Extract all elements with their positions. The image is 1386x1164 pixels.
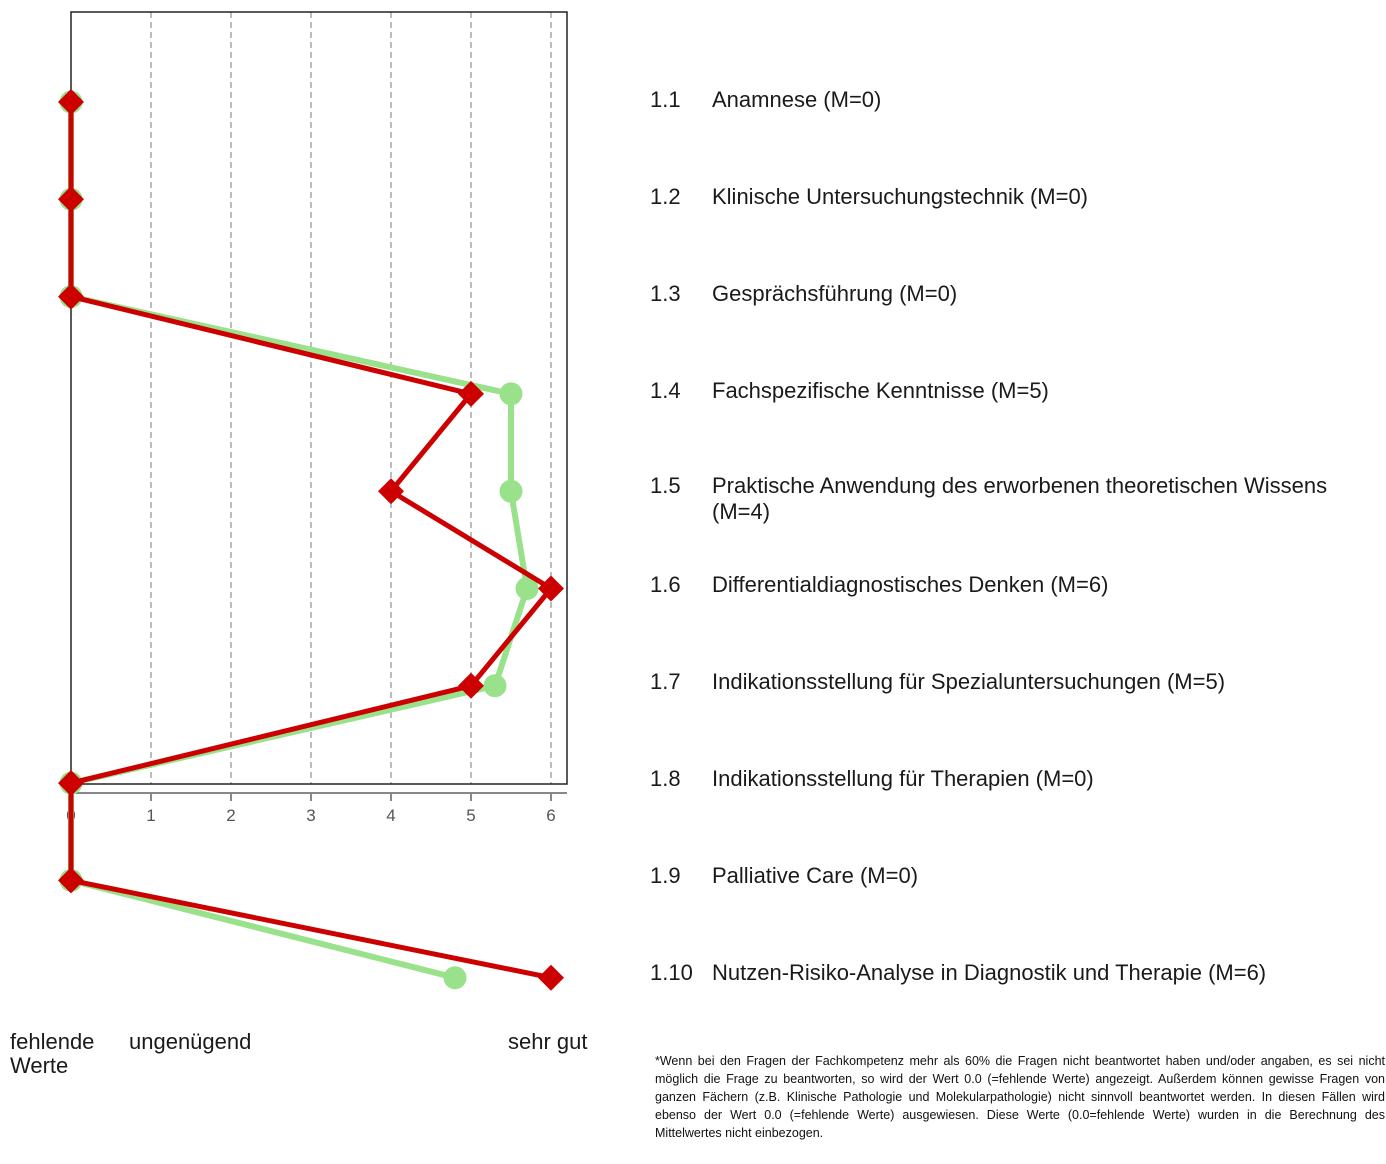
series-2-point bbox=[58, 89, 84, 115]
scale-label-insufficient: ungenügend bbox=[129, 1029, 252, 1054]
series-1-point bbox=[483, 674, 507, 698]
series-2-point bbox=[458, 672, 484, 699]
series-2-line bbox=[68, 102, 554, 981]
grid-lines bbox=[150, 12, 552, 784]
series-layer bbox=[58, 89, 564, 991]
scale-label-very-good: sehr gut bbox=[508, 1029, 588, 1054]
item-1-4: 1.4 Fachspezifische Kenntnisse (M=5) bbox=[650, 378, 1370, 404]
item-number: 1.1 bbox=[650, 87, 681, 112]
item-label: Indikationsstellung für Spezialuntersuch… bbox=[712, 669, 1226, 694]
x-tick-label: 3 bbox=[306, 806, 315, 825]
item-label: Gesprächsführung (M=0) bbox=[712, 281, 958, 306]
series-2-point bbox=[58, 186, 84, 213]
x-tick-label: 5 bbox=[466, 806, 475, 825]
item-label: Klinische Untersuchungstechnik (M=0) bbox=[712, 184, 1089, 209]
x-tick-label: 1 bbox=[146, 806, 155, 825]
item-number: 1.4 bbox=[650, 378, 681, 403]
item-number: 1.10 bbox=[650, 960, 693, 985]
item-label: Differentialdiagnostisches Denken (M=6) bbox=[712, 572, 1109, 597]
series-1-point bbox=[499, 479, 523, 503]
item-1-8: 1.8 Indikationsstellung für Therapien (M=… bbox=[650, 766, 1370, 792]
series-2-point bbox=[538, 575, 564, 602]
item-1-10: 1.10 Nutzen-Risiko-Analyse in Diagnostik … bbox=[650, 960, 1370, 986]
item-label: Anamnese (M=0) bbox=[712, 87, 882, 112]
x-tick-label: 6 bbox=[546, 806, 555, 825]
item-number: 1.3 bbox=[650, 281, 681, 306]
item-label: Praktische Anwendung des erworbenen theo… bbox=[712, 473, 1328, 524]
item-1-9: 1.9 Palliative Care (M=0) bbox=[650, 863, 1370, 889]
plot-frame bbox=[70, 11, 568, 785]
scale-label-missing: fehlende Werte bbox=[10, 1029, 95, 1078]
series-2-point bbox=[58, 283, 84, 310]
x-tick-label: 4 bbox=[386, 806, 395, 825]
item-number: 1.2 bbox=[650, 184, 681, 209]
item-label: Fachspezifische Kenntnisse (M=5) bbox=[712, 378, 1049, 403]
series-2-point bbox=[378, 478, 404, 505]
item-1-2: 1.2 Klinische Untersuchungstechnik (M=0) bbox=[650, 184, 1370, 210]
item-label: Indikationsstellung für Therapien (M=0) bbox=[712, 766, 1094, 791]
item-number: 1.6 bbox=[650, 572, 681, 597]
series-2-point bbox=[58, 867, 84, 894]
item-1-5: 1.5 Praktische Anwendung des erworbenen t… bbox=[650, 473, 1370, 525]
series-1-point bbox=[443, 966, 467, 990]
item-number: 1.9 bbox=[650, 863, 681, 888]
series-1-point bbox=[499, 382, 523, 406]
series-2-point bbox=[458, 380, 484, 407]
item-1-7: 1.7 Indikationsstellung für Spezialunters… bbox=[650, 669, 1370, 695]
item-label: Palliative Care (M=0) bbox=[712, 863, 919, 888]
item-1-1: 1.1 Anamnese (M=0) bbox=[650, 87, 1370, 113]
series-1-point bbox=[515, 577, 539, 600]
item-1-3: 1.3 Gesprächsführung (M=0) bbox=[650, 281, 1370, 307]
item-number: 1.8 bbox=[650, 766, 681, 791]
series-2 bbox=[58, 89, 564, 991]
series-2-point bbox=[58, 770, 84, 797]
series-2-point bbox=[538, 964, 564, 991]
series-1-line bbox=[68, 102, 530, 981]
item-label: Nutzen-Risiko-Analyse in Diagnostik und … bbox=[712, 960, 1267, 985]
item-1-6: 1.6 Differentialdiagnostisches Denken (M=… bbox=[650, 572, 1370, 598]
item-number: 1.5 bbox=[650, 473, 681, 498]
item-number: 1.7 bbox=[650, 669, 681, 694]
x-tick-label: 2 bbox=[226, 806, 235, 825]
footnote: *Wenn bei den Fragen der Fachkompetenz m… bbox=[655, 1054, 1385, 1140]
